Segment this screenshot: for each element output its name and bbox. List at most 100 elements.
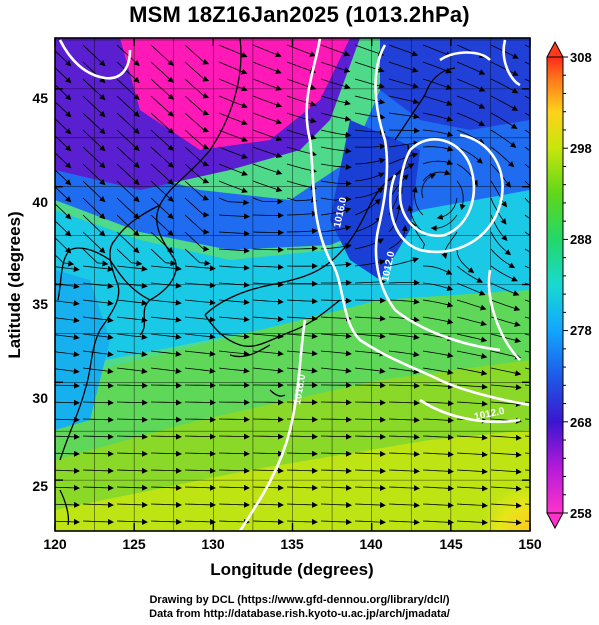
streamline <box>184 467 216 474</box>
y-tick-40: 40 <box>32 194 48 210</box>
streamline <box>320 44 351 57</box>
streamline <box>524 129 530 134</box>
streamline <box>218 518 250 525</box>
streamline <box>116 450 148 457</box>
colorbar: 258 268 278 288 298 308 <box>546 40 592 530</box>
streamline <box>388 333 420 340</box>
streamline <box>150 450 182 457</box>
streamline <box>354 502 386 508</box>
streamline <box>422 145 454 152</box>
streamline <box>388 44 419 57</box>
streamline <box>252 433 284 440</box>
streamline <box>286 501 318 508</box>
streamline <box>320 61 351 73</box>
streamline <box>218 333 250 340</box>
streamline <box>320 207 352 216</box>
streamline <box>218 264 250 271</box>
streamline <box>218 416 250 423</box>
streamline <box>286 315 318 322</box>
streamline <box>116 44 140 67</box>
streamline <box>286 484 318 491</box>
streamline <box>55 317 80 324</box>
streamline <box>354 187 384 199</box>
streamline <box>286 298 318 305</box>
streamline <box>184 265 216 272</box>
streamline <box>150 416 182 423</box>
streamline <box>184 44 210 65</box>
streamline <box>490 434 522 441</box>
streamline <box>82 180 106 203</box>
streamline <box>252 78 283 91</box>
streamline <box>456 383 488 390</box>
streamline <box>218 78 248 92</box>
streamline <box>286 518 318 525</box>
streamline <box>456 299 487 311</box>
streamline <box>55 450 80 457</box>
streamline <box>421 173 437 199</box>
streamline <box>422 299 454 308</box>
streamline <box>55 300 80 307</box>
streamline <box>490 333 522 344</box>
streamline <box>354 297 386 304</box>
streamline <box>184 501 216 508</box>
streamline <box>252 229 284 236</box>
streamline <box>252 129 283 142</box>
streamline <box>82 78 106 101</box>
streamline <box>218 433 250 440</box>
streamline <box>55 266 80 272</box>
streamline <box>184 316 216 323</box>
credit-data-source: Data from http://database.rish.kyoto-u.a… <box>149 608 450 620</box>
streamline <box>55 467 80 474</box>
isobar-1016 <box>305 38 530 407</box>
streamline <box>150 501 182 508</box>
streamline <box>218 299 250 306</box>
streamline <box>82 231 106 254</box>
streamline <box>150 231 174 254</box>
streamline <box>388 224 408 250</box>
streamline <box>490 231 512 256</box>
streamline <box>422 282 454 291</box>
x-tick-150: 150 <box>518 536 542 552</box>
streamline <box>354 238 384 250</box>
streamline <box>150 350 182 357</box>
streamline <box>150 433 182 440</box>
streamline <box>490 367 522 377</box>
streamline <box>354 433 386 440</box>
streamline <box>184 146 210 167</box>
streamline <box>218 112 248 126</box>
streamline <box>184 248 211 267</box>
streamline <box>55 501 80 508</box>
colorbar-ticks <box>563 56 568 514</box>
streamline <box>150 248 177 267</box>
streamline <box>490 282 520 296</box>
streamline <box>116 129 140 152</box>
streamline <box>116 61 140 84</box>
streamline <box>55 152 72 169</box>
y-tick-35: 35 <box>32 296 48 312</box>
streamline <box>150 146 174 168</box>
streamline <box>218 484 250 491</box>
streamline <box>456 502 488 509</box>
streamline <box>150 265 182 272</box>
streamline <box>388 257 419 267</box>
streamline <box>456 400 488 407</box>
colorbar-label-258: 258 <box>570 506 592 521</box>
streamline <box>320 433 352 440</box>
streamline <box>150 180 174 202</box>
streamline <box>456 485 488 492</box>
streamline <box>388 502 420 509</box>
streamline <box>184 214 210 235</box>
streamline <box>320 112 352 122</box>
x-tick-130: 130 <box>201 536 225 552</box>
streamline <box>524 214 530 220</box>
streamline <box>388 316 420 323</box>
streamline <box>82 333 114 340</box>
streamline <box>184 399 216 406</box>
streamline <box>524 231 530 236</box>
streamline <box>490 112 518 130</box>
streamline <box>55 484 80 491</box>
streamline <box>286 367 318 374</box>
streamline <box>490 61 519 76</box>
streamline <box>82 367 114 375</box>
